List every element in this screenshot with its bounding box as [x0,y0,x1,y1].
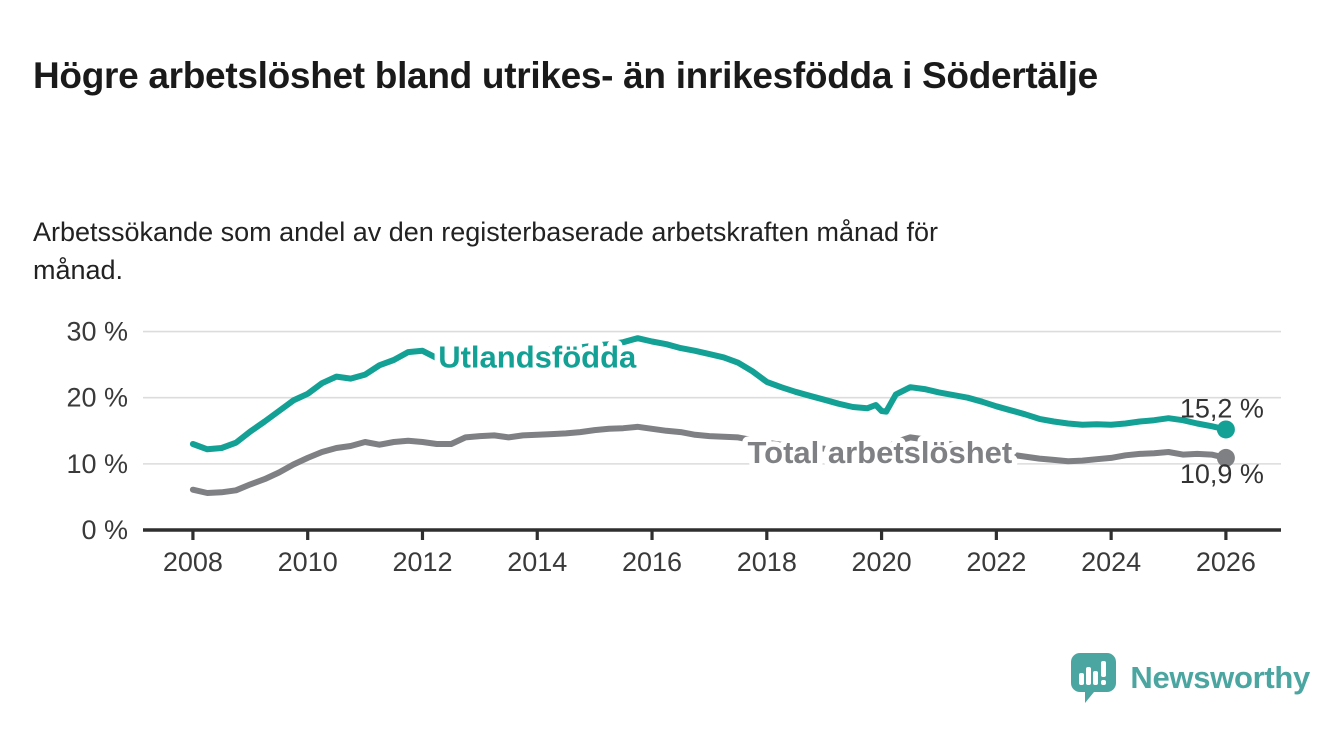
x-axis [143,528,1281,540]
series-inline-labels: Utlandsfödda Total arbetslöshet [433,334,1018,476]
x-tick-label: 2026 [1196,547,1256,577]
newsworthy-logo-icon [1071,653,1117,703]
chart-subtitle: Arbetssökande som andel av den registerb… [33,217,939,286]
y-tick-label: 30 % [66,317,128,347]
series-line-utlandsf-dda [189,335,1229,453]
x-tick-label: 2014 [507,547,567,577]
x-axis-labels: 2008 2010 2012 2014 2016 2018 2020 2022 2024 2026 [163,547,1256,577]
line-chart: 0 % 10 % 20 % 30 % 2008 2010 2012 2014 2016 2018… [0,295,1340,595]
y-tick-label: 0 % [81,515,128,545]
series-line-total-arbetsl-shet [189,423,1229,496]
bar-chart-glyph [1079,661,1107,685]
x-tick-label: 2012 [392,547,452,577]
x-tick-label: 2024 [1081,547,1141,577]
series-end-dot [1216,448,1235,467]
series-end-dots [1216,420,1235,467]
y-axis-labels: 0 % 10 % 20 % 30 % [66,317,128,545]
x-tick-label: 2010 [278,547,338,577]
series-label: Total arbetslöshet [748,435,1013,470]
series-end-value-label: 15,2 % [1180,393,1264,423]
x-tick-label: 2008 [163,547,223,577]
newsworthy-brand: Newsworthy [1070,652,1310,704]
series-end-dot [1216,420,1235,439]
data-series-lines [189,335,1229,496]
series-end-value-labels: 15,2 % 10,9 % [1180,393,1264,488]
series-end-value-label: 10,9 % [1180,459,1264,489]
y-tick-label: 10 % [66,449,128,479]
chart-canvas: 0 % 10 % 20 % 30 % 2008 2010 2012 2014 2016 2018… [66,317,1281,577]
y-tick-label: 20 % [66,383,128,413]
series-label: Utlandsfödda [438,339,637,374]
newsworthy-logo-text: Newsworthy [1130,660,1310,695]
x-tick-label: 2022 [966,547,1026,577]
x-tick-label: 2016 [622,547,682,577]
page-title: Högre arbetslöshet bland utrikes- än inr… [33,54,1098,96]
x-tick-label: 2018 [737,547,797,577]
x-tick-label: 2020 [852,547,912,577]
gridlines [143,330,1281,465]
